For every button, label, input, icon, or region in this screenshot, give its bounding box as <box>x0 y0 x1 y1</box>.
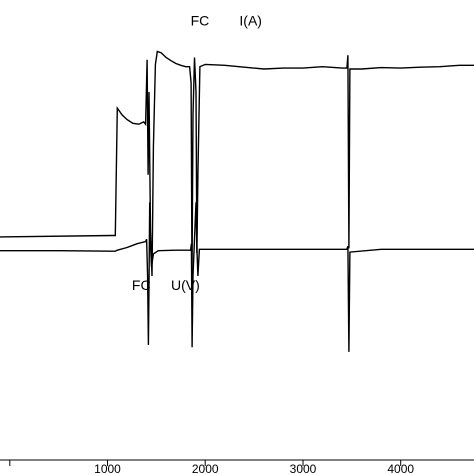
x-tick-label-2000: 2000 <box>192 462 219 474</box>
x-axis: 1000 2000 3000 4000 <box>0 459 474 474</box>
series-annotation-U-3: U(V) <box>171 277 200 293</box>
x-tick-label-3000: 3000 <box>290 462 317 474</box>
series-annotation-U-2: FC <box>132 277 151 293</box>
x-tick-label-1000: 1000 <box>94 462 121 474</box>
x-tick-label-4000: 4000 <box>387 462 414 474</box>
series-annotation-I-0: FC <box>191 12 210 28</box>
series-line-U <box>0 202 474 352</box>
series-line-I <box>0 50 474 277</box>
series-layer <box>0 50 474 352</box>
series-annotation-I-1: I(A) <box>239 12 262 28</box>
annotation-layer: FC I(A) FC U(V) <box>132 12 262 293</box>
